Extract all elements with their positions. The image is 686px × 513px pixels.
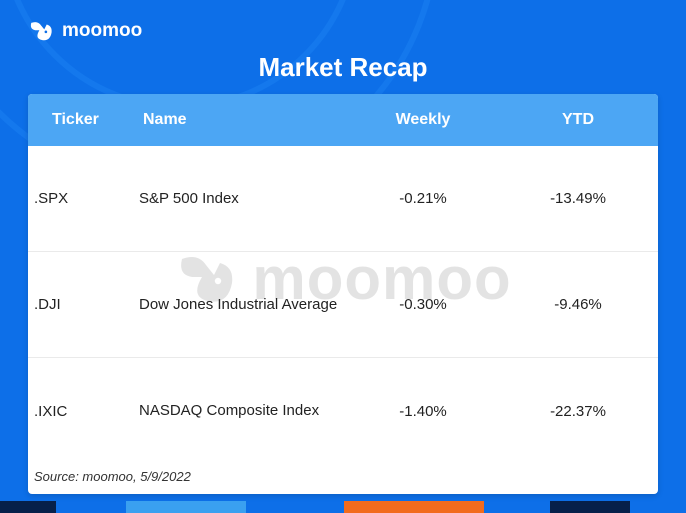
cell-weekly: -0.21%	[348, 190, 498, 207]
cell-weekly: -0.30%	[348, 296, 498, 313]
page-background: moomoo Market Recap Ticker Name Weekly Y…	[0, 0, 686, 513]
col-header-weekly: Weekly	[348, 111, 498, 129]
footer-decor-blocks	[0, 501, 686, 513]
table-row: .IXIC NASDAQ Composite Index -1.40% -22.…	[28, 358, 658, 464]
cell-name: Dow Jones Industrial Average	[133, 295, 348, 315]
table-body: moomoo .SPX S&P 500 Index -0.21% -13.49%…	[28, 146, 658, 464]
footer-block	[630, 501, 686, 513]
col-header-ytd: YTD	[498, 111, 658, 129]
cell-ytd: -13.49%	[498, 190, 658, 207]
table-header-row: Ticker Name Weekly YTD	[28, 94, 658, 146]
cell-name: S&P 500 Index	[133, 189, 348, 209]
table-row: .SPX S&P 500 Index -0.21% -13.49%	[28, 146, 658, 252]
col-header-ticker: Ticker	[28, 111, 133, 129]
cell-weekly: -1.40%	[348, 403, 498, 420]
cell-ytd: -22.37%	[498, 403, 658, 420]
table-row: .DJI Dow Jones Industrial Average -0.30%…	[28, 252, 658, 358]
cell-ytd: -9.46%	[498, 296, 658, 313]
brand-logo: moomoo	[28, 18, 142, 44]
footer-block	[484, 501, 550, 513]
source-text: Source: moomoo, 5/9/2022	[34, 469, 191, 484]
page-title: Market Recap	[0, 52, 686, 83]
cell-ticker: .DJI	[28, 296, 133, 313]
cell-ticker: .SPX	[28, 190, 133, 207]
footer-block	[56, 501, 126, 513]
cell-ticker: .IXIC	[28, 403, 133, 420]
cell-name: NASDAQ Composite Index	[133, 401, 348, 421]
footer-block	[126, 501, 246, 513]
footer-block	[0, 501, 56, 513]
brand-name: moomoo	[62, 20, 142, 42]
footer-block	[344, 501, 484, 513]
footer-block	[246, 501, 344, 513]
col-header-name: Name	[133, 111, 348, 129]
moomoo-cow-icon	[28, 18, 54, 44]
market-recap-card: Ticker Name Weekly YTD moomoo .SPX S&P 5…	[28, 94, 658, 494]
footer-block	[550, 501, 630, 513]
